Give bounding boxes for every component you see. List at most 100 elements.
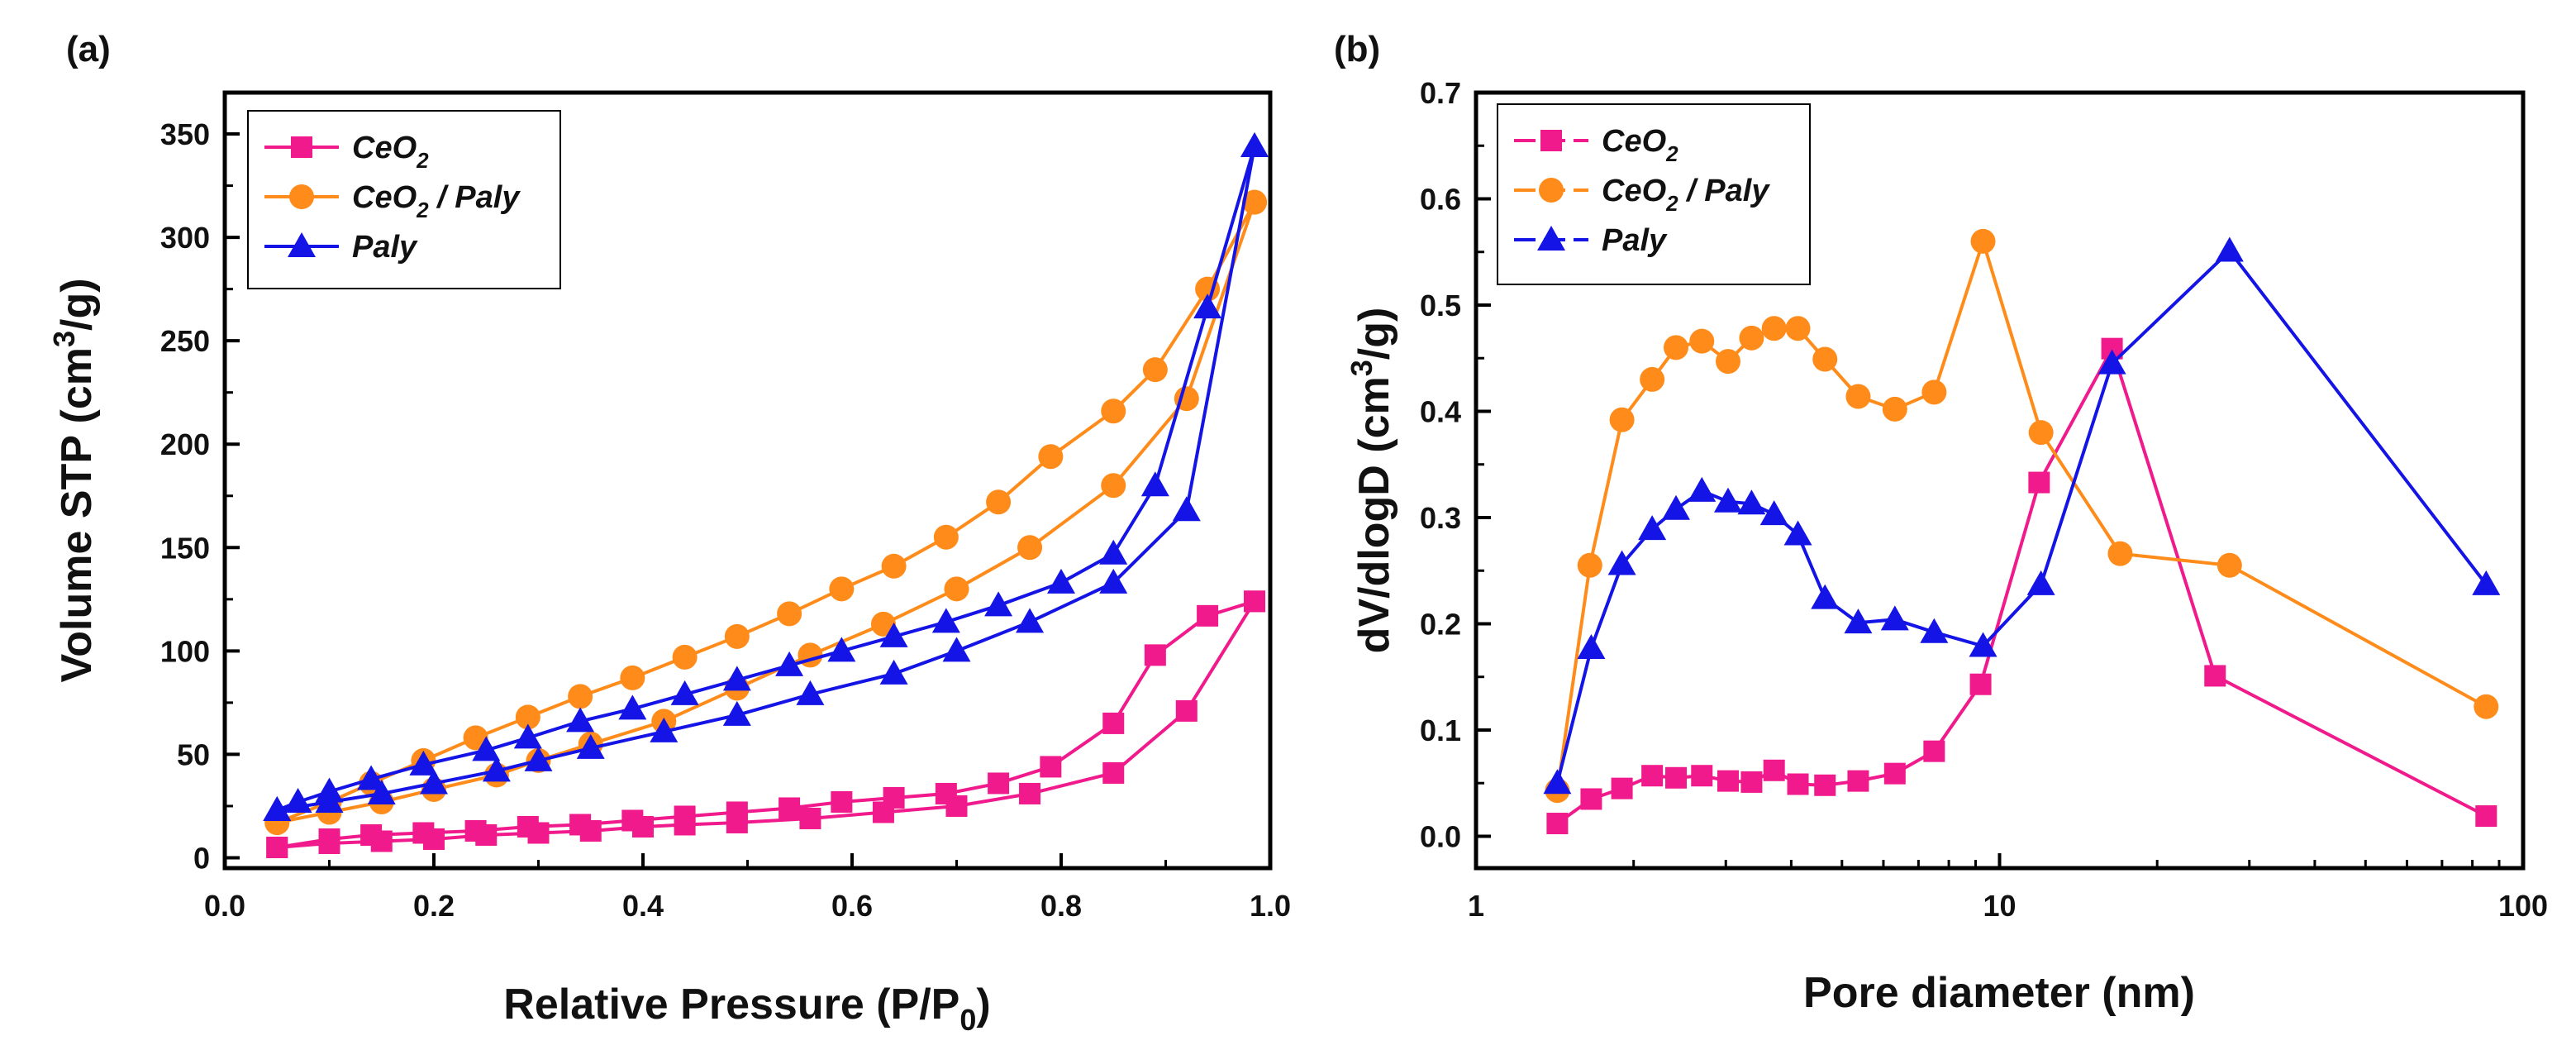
data-point-paly [283,787,312,813]
data-point-ceo2 [266,836,288,858]
x-axis-title-a: Relative Pressure (P/P0) [503,981,990,1037]
data-point-ceo2 [1546,813,1569,835]
data-point-paly [2097,349,2126,375]
legend-marker-paly [1537,226,1565,251]
series-ceo2_paly [264,189,1268,835]
data-point-ceo2_paly [515,704,540,730]
y-axis-title-a-sup: 3 [47,331,81,347]
x-axis-title-a-end: ) [976,981,990,1029]
y-tick-label: 200 [160,427,210,461]
legend-label-main: CeO [352,131,417,165]
legend-marker-paly [288,232,316,257]
data-point-paly [1920,618,1949,643]
legend-label-rest: / Paly [429,180,521,215]
y-axis-title-b-sup: 3 [1345,360,1378,376]
data-point-ceo2 [1244,590,1266,613]
data-point-ceo2_paly [1921,379,1947,405]
data-point-paly [1577,634,1606,660]
data-point-ceo2_paly [1101,399,1126,424]
y-tick-label: 0.2 [1420,607,1461,641]
data-point-paly [1811,584,1840,609]
x-axis-title-a-sub: 0 [959,1003,976,1037]
data-point-ceo2 [1641,765,1664,787]
data-point-ceo2 [1717,770,1739,792]
data-point-ceo2_paly [777,601,802,627]
data-point-paly [1759,500,1788,526]
data-point-ceo2 [799,807,821,829]
data-point-ceo2_paly [1640,366,1665,392]
data-point-ceo2_paly [1812,346,1838,372]
legend-label-sub: 2 [416,198,429,222]
data-point-ceo2 [1763,759,1785,781]
data-point-ceo2 [318,828,340,850]
legend-label-sub: 2 [1665,141,1678,166]
legend-label-main: CeO [1602,124,1666,159]
data-point-ceo2_paly [1142,357,1168,383]
data-point-ceo2 [988,772,1010,795]
data-point-ceo2 [1847,770,1869,792]
data-point-paly [1543,769,1572,795]
data-point-paly [566,707,595,733]
legend-marker-ceo2 [291,136,312,158]
data-point-ceo2 [1102,712,1125,734]
legend-label-ceo2: CeO2 [352,131,429,173]
x-axis-title-b: Pore diameter (nm) [1803,969,2195,1017]
y-tick-label: 250 [160,324,210,358]
legend-item-paly: Paly [264,230,418,265]
data-point-ceo2 [1102,761,1125,784]
legend-label-ceo2: CeO2 [1602,124,1678,166]
x-tick-label: 10 [1983,889,2016,923]
y-tick-label: 0.1 [1420,714,1461,747]
data-point-paly [1713,487,1742,513]
x-tick-label: 0.8 [1040,889,1082,923]
data-point-ceo2_paly [2107,541,2133,566]
y-axis-title-b-main: dV/dlogD (cm [1350,376,1398,653]
data-point-ceo2 [2475,805,2497,828]
legend-label-paly: Paly [352,230,418,265]
data-point-paly [1193,294,1222,319]
data-point-paly [1783,520,1812,546]
data-point-paly [1638,515,1667,541]
data-point-ceo2 [726,801,748,823]
axis-ticks-a: 0.0 0.2 0.4 0.6 0.8 1.0 0 50 100 150 200 250 300 350 [160,117,1291,923]
data-point-ceo2 [1197,604,1219,627]
y-tick-label: 100 [160,634,210,668]
x-tick-label: 0.4 [622,889,664,923]
data-point-paly [263,795,292,821]
legend-item-paly: Paly [1514,223,1668,258]
data-point-paly [1880,605,1909,631]
data-point-ceo2 [1175,699,1198,722]
data-point-ceo2_paly [881,553,907,579]
data-point-paly [1607,550,1636,575]
y-axis-title-a-main: Volume STP (cm [53,347,101,683]
x-tick-label: 100 [2498,889,2548,923]
y-tick-label: 0.4 [1420,394,1461,428]
data-point-paly [524,746,553,771]
data-point-paly [879,659,908,685]
series-ceo2_paly [1545,228,2499,804]
data-point-ceo2 [674,805,696,828]
data-point-ceo2_paly [1609,407,1635,432]
data-point-paly [315,777,344,803]
data-point-ceo2 [360,823,383,846]
data-point-ceo2 [2204,665,2226,687]
data-point-ceo2_paly [1689,328,1715,354]
data-point-ceo2 [1040,756,1062,778]
data-point-ceo2 [779,797,801,819]
data-point-ceo2_paly [1577,552,1602,578]
series-line-ceo2-data [1556,344,2488,825]
data-point-ceo2_paly [672,644,698,670]
y-tick-label: 150 [160,531,210,565]
data-point-ceo2_paly [1785,316,1811,341]
data-point-paly [879,622,908,647]
data-point-ceo2 [1691,765,1713,787]
data-point-paly [1662,494,1691,520]
y-axis-title-a: Volume STP (cm3/g) [47,278,101,682]
y-axis-title-a-end: /g) [53,278,101,331]
data-point-ceo2 [517,815,539,838]
legend-marker-ceo2_paly [289,184,314,209]
data-point-ceo2 [1969,673,1992,695]
y-tick-label: 300 [160,221,210,255]
data-point-paly [942,637,971,662]
